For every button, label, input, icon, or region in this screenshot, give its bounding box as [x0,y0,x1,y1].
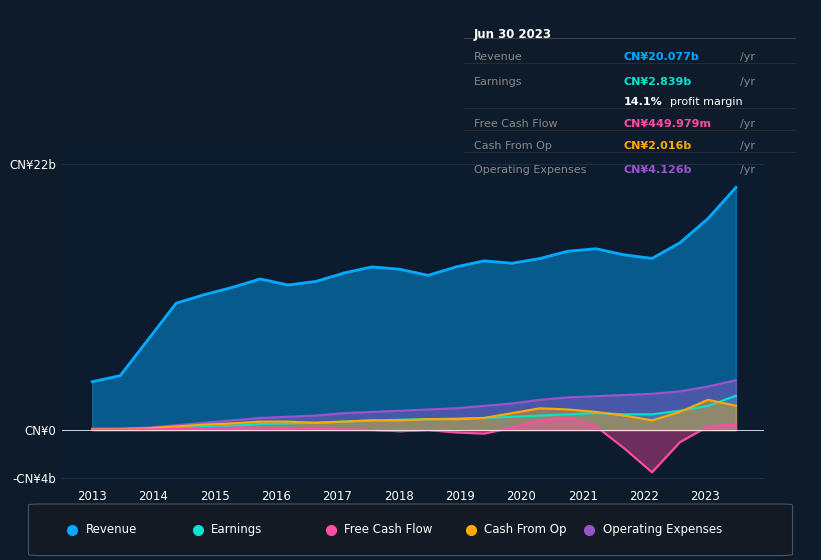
Text: Free Cash Flow: Free Cash Flow [344,523,433,536]
Text: Operating Expenses: Operating Expenses [603,523,722,536]
Text: /yr: /yr [740,119,754,129]
Text: Free Cash Flow: Free Cash Flow [474,119,557,129]
Text: profit margin: profit margin [670,97,743,106]
Text: /yr: /yr [740,141,754,151]
Text: 14.1%: 14.1% [623,97,663,106]
Text: /yr: /yr [740,165,754,175]
Text: CN¥2.839b: CN¥2.839b [623,77,692,87]
Text: Revenue: Revenue [85,523,137,536]
Text: Cash From Op: Cash From Op [484,523,566,536]
FancyBboxPatch shape [29,504,792,556]
Text: Jun 30 2023: Jun 30 2023 [474,28,552,41]
Text: Earnings: Earnings [211,523,263,536]
Text: /yr: /yr [740,52,754,62]
Text: CN¥449.979m: CN¥449.979m [623,119,712,129]
Text: Cash From Op: Cash From Op [474,141,552,151]
Text: Operating Expenses: Operating Expenses [474,165,586,175]
Text: Revenue: Revenue [474,52,523,62]
Text: /yr: /yr [740,77,754,87]
Text: CN¥4.126b: CN¥4.126b [623,165,692,175]
Text: CN¥20.077b: CN¥20.077b [623,52,699,62]
Text: Earnings: Earnings [474,77,522,87]
Text: CN¥2.016b: CN¥2.016b [623,141,692,151]
